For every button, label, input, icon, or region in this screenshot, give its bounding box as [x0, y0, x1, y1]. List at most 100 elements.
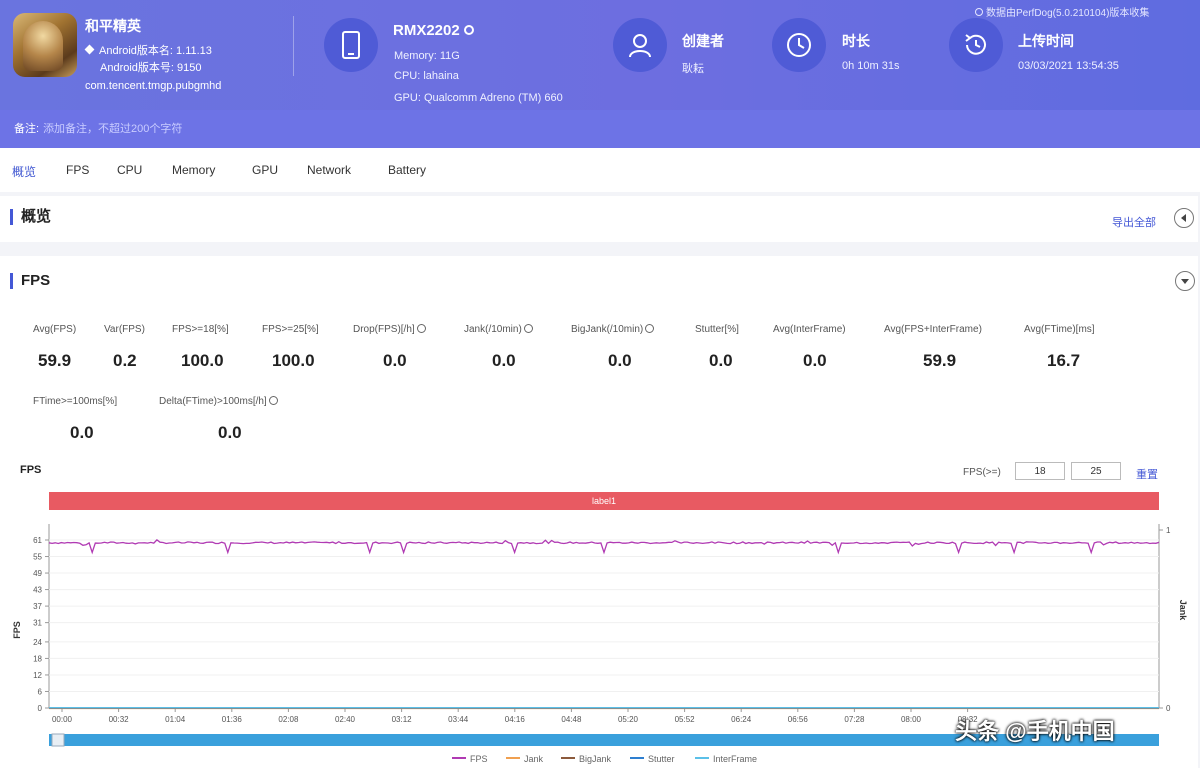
y-tick-label: 24: [33, 638, 42, 647]
y2-tick-label: 0: [1166, 704, 1171, 713]
x-tick-label: 04:48: [561, 715, 582, 724]
remark-bar[interactable]: 备注: 添加备注，不超过200个字符: [0, 110, 1200, 148]
y2-axis-label: Jank: [1178, 600, 1188, 622]
fps-panel: FPS Avg(FPS) 59.9 Var(FPS) 0.2 FPS>=18[%…: [0, 256, 1198, 768]
collapse-down-icon[interactable]: [1175, 271, 1195, 291]
label-bar[interactable]: label1: [49, 492, 1159, 510]
x-tick-label: 03:12: [392, 715, 413, 724]
y-tick-label: 0: [38, 704, 43, 713]
metric-value: 0.0: [803, 351, 827, 370]
x-tick-label: 03:44: [448, 715, 469, 724]
metric-label: Avg(FPS): [33, 324, 77, 335]
metric-label: Avg(FPS+InterFrame): [884, 324, 982, 335]
gear-icon: [463, 25, 474, 35]
collapse-left-icon[interactable]: [1174, 208, 1194, 228]
tab-overview[interactable]: 概览: [12, 165, 37, 179]
chart-title: FPS: [20, 464, 42, 476]
fps-threshold-input-2[interactable]: [1071, 462, 1121, 480]
diamond-icon: [84, 44, 95, 55]
x-tick-label: 05:52: [675, 715, 696, 724]
metric-value: 0.0: [492, 351, 516, 370]
metric-label: BigJank(/10min): [571, 324, 655, 335]
perfdog-version-note: 数据由PerfDog(5.0.210104)版本收集: [975, 4, 1149, 19]
upload-time-label: 上传时间: [1018, 33, 1074, 49]
y-tick-label: 31: [33, 619, 42, 628]
info-icon: [975, 8, 983, 16]
metric-value: 0.0: [709, 351, 733, 370]
tab-fps[interactable]: FPS: [66, 163, 90, 177]
metric-label: FTime>=100ms[%]: [33, 396, 118, 407]
x-tick-label: 07:28: [844, 715, 865, 724]
series-line-fps: [48, 539, 1160, 555]
legend-jank[interactable]: Jank: [506, 754, 543, 764]
y2-tick-label: 1: [1166, 526, 1171, 535]
help-icon[interactable]: [523, 324, 533, 333]
y-tick-label: 18: [33, 654, 42, 663]
fps-threshold-label: FPS(>=): [963, 467, 1001, 478]
metric-label: Delta(FTime)>100ms[/h]: [159, 396, 278, 407]
device-memory: Memory: 11G: [394, 50, 460, 62]
y-tick-label: 6: [38, 687, 43, 696]
user-icon: [613, 18, 667, 72]
x-tick-label: 02:40: [335, 715, 356, 724]
remark-input[interactable]: 添加备注，不超过200个字符: [43, 123, 183, 135]
x-tick-label: 01:36: [222, 715, 243, 724]
tab-network[interactable]: Network: [307, 163, 352, 177]
app-version-code: Android版本号: 9150: [100, 62, 202, 74]
tab-gpu[interactable]: GPU: [252, 163, 279, 177]
time-scrollbar-track[interactable]: [49, 734, 1159, 746]
duration-label: 时长: [842, 33, 870, 49]
metric-value: 16.7: [1047, 351, 1081, 370]
metric-value: 0.0: [608, 351, 632, 370]
help-icon[interactable]: [268, 396, 278, 405]
help-icon[interactable]: [645, 324, 655, 333]
x-tick-label: 01:04: [165, 715, 186, 724]
metric-value: 59.9: [923, 351, 957, 370]
time-scrollbar-handle[interactable]: [51, 733, 65, 747]
tab-battery[interactable]: Battery: [388, 163, 427, 177]
metric-value: 0.0: [218, 423, 242, 442]
reset-link[interactable]: 重置: [1136, 469, 1158, 481]
remark-label: 备注:: [14, 123, 40, 135]
x-tick-label: 02:08: [278, 715, 299, 724]
upload-time-value: 03/03/2021 13:54:35: [1018, 60, 1119, 72]
overview-title: 概览: [10, 209, 51, 225]
y-tick-label: 49: [33, 569, 42, 578]
x-tick-label: 00:32: [109, 715, 130, 724]
phone-icon: [324, 18, 378, 72]
y-tick-label: 37: [33, 602, 42, 611]
metric-label: FPS>=18[%]: [172, 324, 229, 335]
creator-label: 创建者: [682, 33, 724, 49]
app-package: com.tencent.tmgp.pubgmhd: [85, 80, 222, 92]
device-name: RMX2202: [393, 22, 474, 39]
metric-label: Avg(InterFrame): [773, 324, 846, 335]
metric-value: 0.0: [70, 423, 94, 442]
export-all-link[interactable]: 导出全部: [1112, 217, 1156, 229]
metric-value: 100.0: [181, 351, 224, 370]
x-tick-label: 05:20: [618, 715, 639, 724]
watermark: 头条 @手机中国: [955, 719, 1115, 744]
metric-label: Stutter[%]: [695, 324, 739, 335]
help-icon[interactable]: [416, 324, 426, 333]
tab-cpu[interactable]: CPU: [117, 163, 143, 177]
y-tick-label: 61: [33, 536, 42, 545]
legend-stutter[interactable]: Stutter: [630, 754, 675, 764]
fps-threshold-input-1[interactable]: [1015, 462, 1065, 480]
legend-bigjank[interactable]: BigJank: [561, 754, 611, 764]
tab-bar: 概览 FPS CPU Memory GPU Network Battery: [0, 148, 1200, 192]
x-tick-label: 04:16: [505, 715, 526, 724]
y-tick-label: 12: [33, 671, 42, 680]
fps-chart: 0 6 12 18 24 31 37 43 49 55 61 0 1 00:00 00:32 01:04 0…: [12, 524, 1188, 747]
device-cpu: CPU: lahaina: [394, 70, 459, 82]
legend-interframe[interactable]: InterFrame: [695, 754, 757, 764]
y-tick-label: 43: [33, 586, 42, 595]
tab-memory[interactable]: Memory: [172, 163, 216, 177]
metric-label: Drop(FPS)[/h]: [353, 324, 426, 335]
legend-fps[interactable]: FPS: [452, 754, 488, 764]
app-name: 和平精英: [85, 18, 141, 34]
creator-value: 耿耘: [682, 63, 704, 75]
metric-value: 59.9: [38, 351, 72, 370]
metric-label: Avg(FTime)[ms]: [1024, 324, 1095, 335]
metric-value: 0.2: [113, 351, 137, 370]
y-tick-label: 55: [33, 553, 42, 562]
